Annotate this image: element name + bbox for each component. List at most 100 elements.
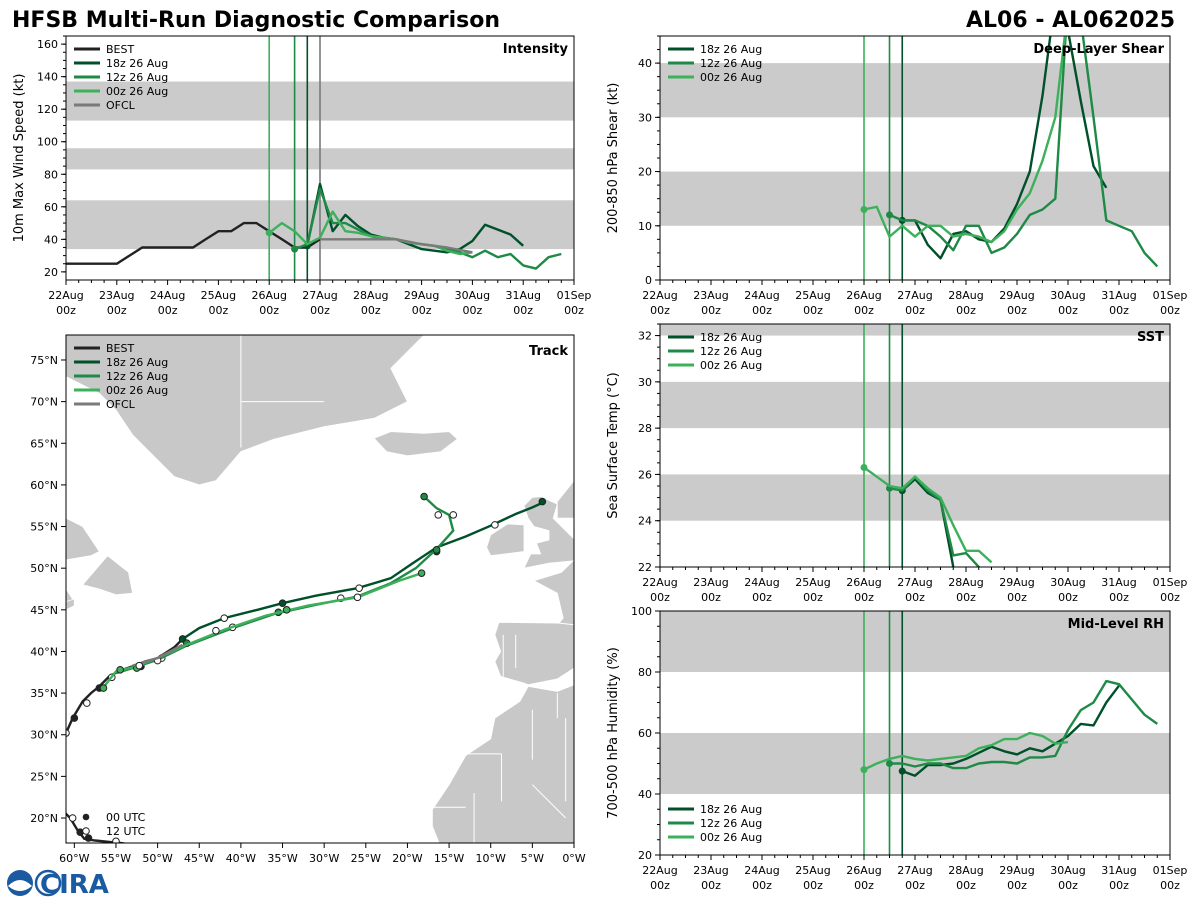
intensity-ylabel: 10m Max Wind Speed (kt) — [12, 74, 27, 243]
sst-ytick-label: 30 — [638, 376, 652, 389]
intensity-xtick-label-date: 30Aug — [455, 289, 490, 302]
iceland-land — [373, 431, 459, 457]
shear-ytick-label: 20 — [638, 166, 652, 179]
rh-series-r12 — [889, 679, 1159, 770]
rh-legend-label-r12: 12z 26 Aug — [700, 817, 762, 830]
rh-xtick-label-date: 23Aug — [693, 864, 728, 877]
intensity-series-best — [66, 221, 321, 265]
intensity-xtick-label-date: 22Aug — [48, 289, 83, 302]
track-xtick-label: 25°W — [351, 852, 381, 865]
iberia-france-land — [494, 559, 574, 686]
shear-legend-label-r18: 18z 26 Aug — [700, 43, 762, 56]
shear-xtick-label-date: 29Aug — [999, 289, 1034, 302]
sst-xtick-label-hour: 00z — [1007, 591, 1027, 604]
sst-panel: 22Aug 00z 23Aug 00z 24Aug 00z 25Aug 00z 26Aug 00z… — [606, 323, 1187, 604]
track-point-r00-0 — [99, 684, 108, 692]
intensity-xtick-label-hour: 00z — [463, 304, 483, 317]
rh-xtick-label-date: 27Aug — [897, 864, 932, 877]
intensity-xtick-label-hour: 00z — [56, 304, 76, 317]
cira-logo-ring — [34, 869, 62, 897]
intensity-plot-area — [66, 36, 574, 280]
shear-xtick-label-date: 26Aug — [846, 289, 881, 302]
intensity-xtick-label-hour: 00z — [158, 304, 178, 317]
track-point-best-2 — [84, 834, 93, 842]
shear-xtick-label-hour: 00z — [854, 304, 874, 317]
intensity-legend-label-best: BEST — [106, 43, 134, 56]
track-point-r12-7 — [434, 511, 443, 519]
intensity-ytick-label: 160 — [37, 38, 58, 51]
track-ytick-label: 40°N — [30, 645, 58, 658]
shear-xtick-label-hour: 00z — [701, 304, 721, 317]
intensity-ytick-label: 140 — [37, 71, 58, 84]
track-xtick-label: 15°W — [434, 852, 464, 865]
rh-xtick-label-hour: 00z — [803, 879, 823, 892]
rh-ytick-label: 100 — [631, 605, 652, 618]
sst-legend-label-r12: 12z 26 Aug — [700, 345, 762, 358]
track-point-r18-1 — [220, 614, 229, 622]
rh-xtick-label-hour: 00z — [1058, 879, 1078, 892]
shear-band-1 — [660, 63, 1170, 118]
track-legend-label-best: BEST — [106, 342, 134, 355]
rh-ytick-label: 80 — [638, 666, 652, 679]
intensity-ytick-label: 120 — [37, 103, 58, 116]
intensity-ytick-label: 100 — [37, 136, 58, 149]
intensity-title: Intensity — [503, 42, 569, 57]
track-map-area — [66, 335, 574, 843]
track-xtick-label: 35°W — [267, 852, 297, 865]
track-ytick-label: 70°N — [30, 396, 58, 409]
shear-xtick-label-date: 27Aug — [897, 289, 932, 302]
track-title: Track — [529, 344, 568, 359]
shear-legend-label-r00: 00z 26 Aug — [700, 71, 762, 84]
shear-xtick-label-hour: 00z — [1058, 304, 1078, 317]
track-point-r00-1 — [116, 665, 124, 674]
sst-xtick-label-hour: 00z — [752, 591, 772, 604]
nova-scotia-land — [66, 598, 75, 611]
intensity-legend-label-r00: 00z 26 Aug — [106, 85, 168, 98]
track-xtick-label: 0°W — [562, 852, 585, 865]
rh-ytick-label: 60 — [638, 727, 652, 740]
track-best-segment-0 — [66, 812, 130, 843]
track-legend-label-r12: 12z 26 Aug — [106, 370, 168, 383]
shear-ytick-label: 40 — [638, 57, 652, 70]
track-xtick-label: 60°W — [59, 852, 89, 865]
sst-band-0 — [660, 474, 1170, 521]
shear-band-0 — [660, 171, 1170, 226]
rh-init-point-r12 — [886, 760, 893, 767]
track-xtick-label: 45°W — [184, 852, 214, 865]
shear-xtick-label-date: 01Sep — [1153, 289, 1188, 302]
britain-land — [523, 496, 574, 569]
sst-xtick-label-date: 26Aug — [846, 576, 881, 589]
sst-series-r00 — [863, 466, 993, 564]
shear-ytick-label: 0 — [645, 274, 652, 287]
logo-group: CIRA — [7, 869, 109, 900]
rh-xtick-label-date: 30Aug — [1050, 864, 1085, 877]
rh-xtick-label-hour: 00z — [650, 879, 670, 892]
intensity-legend-label-ofcl: OFCL — [106, 99, 136, 112]
track-xtick-label: 40°W — [226, 852, 256, 865]
track-point-r12-4 — [432, 546, 441, 554]
intensity-panel: 22Aug 00z 23Aug 00z 24Aug 00z 25Aug 00z 26Aug 00z… — [12, 35, 592, 317]
rh-xtick-label-date: 01Sep — [1153, 864, 1188, 877]
rh-xtick-label-hour: 00z — [905, 879, 925, 892]
track-xtick-label: 10°W — [476, 852, 506, 865]
intensity-legend-label-r18: 18z 26 Aug — [106, 57, 168, 70]
intensity-xtick-label-hour: 00z — [259, 304, 279, 317]
sst-xtick-label-hour: 00z — [1058, 591, 1078, 604]
sst-xtick-label-hour: 00z — [650, 591, 670, 604]
shear-panel: 22Aug 00z 23Aug 00z 24Aug 00z 25Aug 00z 26Aug 00z… — [606, 35, 1188, 317]
utc00-label: 00 UTC — [106, 811, 146, 824]
shear-init-point-r12 — [886, 211, 893, 219]
track-series-r00 — [102, 572, 422, 689]
track-point-r18-6 — [538, 497, 547, 506]
track-legend-label-r18: 18z 26 Aug — [106, 356, 168, 369]
ireland-land — [486, 523, 525, 557]
rh-plot-area — [660, 611, 1170, 855]
sst-legend-label-r00: 00z 26 Aug — [700, 359, 762, 372]
sst-xtick-label-date: 31Aug — [1101, 576, 1136, 589]
track-ytick-label: 20°N — [30, 812, 58, 825]
intensity-xtick-label-date: 01Sep — [557, 289, 592, 302]
shear-xtick-label-date: 30Aug — [1050, 289, 1085, 302]
rh-series-r00 — [863, 731, 1069, 771]
sst-xtick-label-hour: 00z — [1109, 591, 1129, 604]
